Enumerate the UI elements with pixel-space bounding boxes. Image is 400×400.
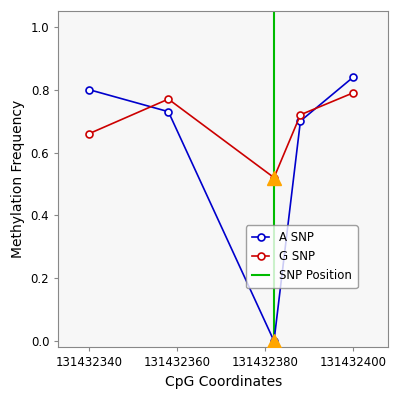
Legend: A SNP, G SNP, SNP Position: A SNP, G SNP, SNP Position <box>246 226 358 288</box>
Y-axis label: Methylation Frequency: Methylation Frequency <box>11 100 25 258</box>
X-axis label: CpG Coordinates: CpG Coordinates <box>165 375 282 389</box>
